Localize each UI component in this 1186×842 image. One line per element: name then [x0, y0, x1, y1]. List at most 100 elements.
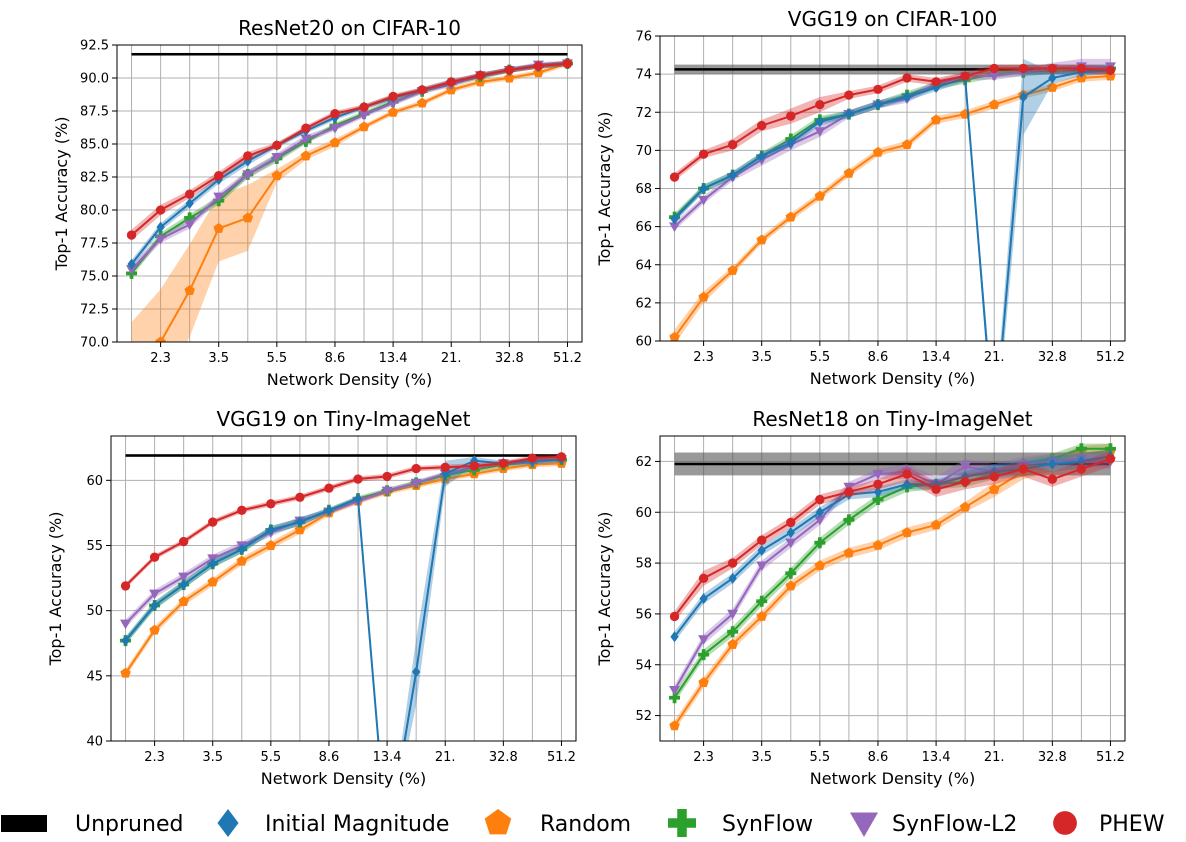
series-line — [673, 455, 1111, 638]
series-line — [673, 447, 1111, 699]
x-tick-label: 2.3 — [150, 351, 171, 366]
x-tick-label: 51.2 — [547, 750, 576, 765]
data-point — [727, 626, 739, 638]
data-point — [1018, 464, 1028, 474]
data-point — [1076, 63, 1087, 74]
y-tick-label: 90.0 — [80, 72, 109, 87]
data-point — [358, 110, 370, 121]
data-point — [989, 63, 999, 74]
data-point — [728, 572, 737, 584]
x-tick-label: 21. — [984, 350, 1005, 365]
data-point — [814, 560, 826, 571]
data-point — [698, 677, 709, 687]
x-tick-label: 51.2 — [1096, 750, 1125, 765]
data-point — [155, 234, 167, 245]
data-point — [120, 667, 131, 678]
data-point — [265, 539, 277, 550]
data-point — [562, 58, 573, 69]
data-point — [902, 91, 912, 103]
y-tick-label: 62 — [635, 296, 652, 311]
data-point — [698, 149, 709, 159]
legend: Unpruned Initial Magnitude Random SynFlow Sy… — [1, 809, 1165, 837]
data-point — [149, 589, 161, 600]
data-point — [295, 492, 305, 502]
confidence-band — [674, 72, 1111, 341]
data-point — [330, 108, 340, 119]
data-point — [149, 624, 160, 635]
x-tick-label: 21. — [441, 351, 462, 366]
data-point — [699, 593, 708, 605]
data-point — [301, 123, 311, 133]
data-point — [872, 470, 884, 480]
x-axis-label: Network Density (%) — [810, 769, 976, 788]
y-tick-label: 64 — [635, 258, 652, 273]
series-phew — [669, 63, 1116, 182]
y-tick-label: 62 — [635, 455, 652, 470]
legend-swatch — [1, 815, 47, 832]
y-tick-label: 92.5 — [80, 39, 109, 54]
data-point — [127, 258, 136, 270]
x-tick-label: 5.5 — [810, 750, 831, 765]
data-point — [989, 471, 999, 482]
legend-item-phew: PHEW — [1053, 811, 1165, 837]
y-tick-label: 40 — [86, 735, 103, 750]
data-point — [1047, 63, 1058, 74]
data-point — [931, 77, 941, 87]
data-point — [814, 515, 826, 526]
y-tick-label: 45 — [86, 669, 103, 684]
data-point — [756, 595, 768, 607]
data-point — [185, 197, 194, 209]
data-point — [178, 536, 189, 547]
y-tick-label: 76 — [635, 30, 652, 45]
data-point — [353, 493, 363, 505]
y-tick-label: 75.0 — [80, 270, 109, 285]
grid — [111, 436, 576, 742]
data-point — [960, 477, 970, 487]
y-tick-label: 54 — [635, 658, 652, 673]
data-point — [527, 453, 538, 463]
series-random — [120, 457, 567, 678]
plot-area — [669, 58, 1116, 341]
y-tick-label: 72 — [635, 106, 652, 121]
data-point — [785, 538, 797, 549]
data-point — [207, 576, 218, 587]
data-point — [272, 140, 282, 150]
x-tick-label: 2.3 — [144, 750, 165, 765]
data-point — [669, 720, 680, 731]
data-point — [727, 558, 738, 568]
data-point — [756, 610, 767, 621]
data-point — [814, 537, 826, 549]
data-point — [213, 192, 225, 203]
legend-item-initial-magnitude: Initial Magnitude — [217, 809, 449, 837]
data-point — [728, 169, 737, 181]
data-point — [121, 635, 130, 647]
data-point — [411, 463, 421, 474]
x-tick-label: 21. — [984, 750, 1005, 765]
y-axis-label: Top-1 Accuracy (%) — [46, 512, 65, 667]
x-tick-label: 8.6 — [868, 750, 889, 765]
data-point — [669, 331, 680, 341]
y-tick-label: 66 — [635, 220, 652, 235]
data-point — [178, 572, 190, 583]
data-point — [670, 631, 679, 643]
y-tick-label: 70.0 — [80, 336, 109, 351]
data-point — [960, 71, 970, 81]
data-point — [902, 478, 912, 490]
data-point — [698, 573, 709, 584]
data-point — [757, 544, 766, 556]
legend-label: SynFlow-L2 — [892, 812, 1017, 837]
data-point — [757, 150, 766, 162]
plot-area — [126, 52, 573, 342]
y-tick-label: 80.0 — [80, 204, 109, 219]
y-tick-label: 87.5 — [80, 105, 109, 120]
data-point — [670, 213, 679, 225]
data-point — [902, 73, 912, 83]
grid — [117, 44, 582, 343]
legend-item-random: Random — [484, 809, 631, 837]
data-point — [669, 686, 681, 696]
data-point — [498, 458, 509, 469]
x-axis-label: Network Density (%) — [267, 370, 433, 389]
data-point — [381, 486, 393, 497]
data-point — [300, 150, 312, 161]
data-point — [533, 61, 544, 71]
